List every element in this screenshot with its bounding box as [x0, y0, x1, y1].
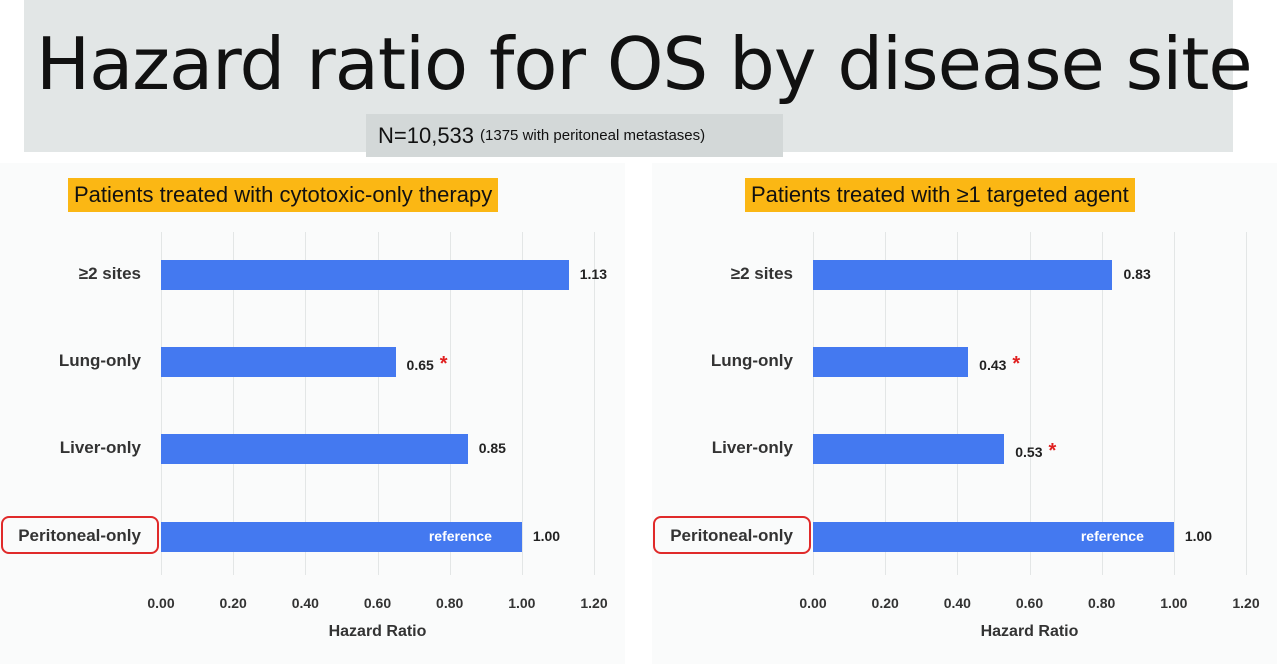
- x-tick-label: 0.00: [147, 595, 175, 611]
- x-tick-label: 0.00: [799, 595, 827, 611]
- x-axis-title: Hazard Ratio: [980, 623, 1079, 640]
- value-label: 0.85: [478, 440, 506, 456]
- x-tick-label: 0.20: [219, 595, 247, 611]
- sample-size-box: N=10,533 (1375 with peritoneal metastase…: [366, 114, 783, 157]
- page-title: Hazard ratio for OS by disease site: [36, 22, 1253, 106]
- reference-label: reference: [428, 528, 492, 544]
- x-tick-label: 0.80: [1088, 595, 1116, 611]
- bar: [813, 347, 969, 377]
- value-label: 0.65 *: [406, 353, 448, 375]
- value-label: 1.00: [532, 528, 561, 544]
- significance-marker: *: [439, 353, 448, 375]
- gridline: [885, 232, 887, 575]
- x-tick-label: 0.60: [363, 595, 392, 611]
- gridline: [521, 232, 523, 575]
- bar: [813, 434, 1005, 464]
- gridline: [377, 232, 379, 575]
- bar: [161, 347, 396, 377]
- x-tick-label: 0.40: [291, 595, 319, 611]
- gridline: [1101, 232, 1103, 575]
- reference-highlight: [1, 516, 159, 554]
- x-tick-label: 1.00: [508, 595, 536, 611]
- value-label: 0.83: [1123, 266, 1151, 282]
- reference-label: reference: [1080, 528, 1144, 544]
- category-label: Peritoneal-only: [670, 526, 793, 545]
- category-label: ≥2 sites: [730, 264, 793, 283]
- bar: [161, 260, 569, 290]
- bar: [813, 260, 1113, 290]
- significance-marker: *: [1012, 353, 1021, 375]
- x-tick-label: 1.20: [1232, 595, 1260, 611]
- x-tick-label: 0.40: [943, 595, 971, 611]
- reference-highlight: [653, 516, 811, 554]
- gridline: [233, 232, 235, 575]
- x-tick-label: 1.20: [580, 595, 608, 611]
- value-label: 1.00: [1184, 528, 1213, 544]
- value-label: 0.43 *: [979, 353, 1021, 375]
- gridline: [161, 232, 162, 575]
- x-tick-label: 1.00: [1160, 595, 1188, 611]
- gridline: [957, 232, 959, 575]
- gridline: [305, 232, 307, 575]
- chart-targeted: Patients treated with ≥1 targeted agent …: [652, 163, 1277, 664]
- gridline: [449, 232, 451, 575]
- x-tick-label: 0.20: [871, 595, 899, 611]
- gridline: [594, 232, 595, 575]
- x-tick-label: 0.80: [436, 595, 464, 611]
- chart-title: Patients treated with ≥1 targeted agent: [745, 178, 1135, 212]
- sample-size: N=10,533: [378, 122, 475, 148]
- gridline: [1029, 232, 1031, 575]
- value-label: 0.53 *: [1015, 440, 1057, 462]
- category-label: Liver-only: [59, 438, 141, 457]
- bar: [813, 522, 1174, 552]
- category-label: Liver-only: [711, 438, 793, 457]
- sample-detail: (1375 with peritoneal metastases): [480, 127, 706, 144]
- bar: [161, 522, 522, 552]
- category-label: ≥2 sites: [78, 264, 141, 283]
- gridline: [1246, 232, 1247, 575]
- significance-marker: *: [1048, 440, 1057, 462]
- gridline: [1173, 232, 1175, 575]
- chart-cytotoxic: Patients treated with cytotoxic-only the…: [0, 163, 625, 664]
- x-axis-title: Hazard Ratio: [328, 623, 427, 640]
- bar: [161, 434, 468, 464]
- chart-title: Patients treated with cytotoxic-only the…: [68, 178, 499, 212]
- x-tick-label: 0.60: [1015, 595, 1044, 611]
- category-label: Lung-only: [58, 351, 141, 370]
- value-label: 1.13: [579, 266, 607, 282]
- category-label: Peritoneal-only: [18, 526, 141, 545]
- gridline: [813, 232, 814, 575]
- category-label: Lung-only: [710, 351, 793, 370]
